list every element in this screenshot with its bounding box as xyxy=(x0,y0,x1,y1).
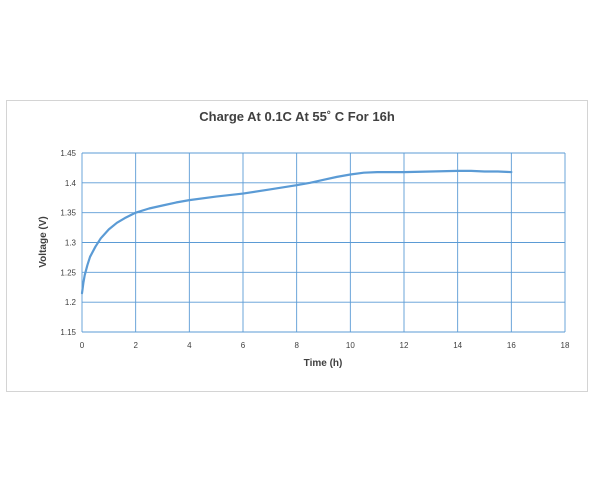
x-tick-label: 12 xyxy=(400,341,409,350)
x-axis-title: Time (h) xyxy=(304,358,343,369)
y-tick-label: 1.35 xyxy=(60,209,76,218)
x-tick-label: 8 xyxy=(294,341,299,350)
series-line xyxy=(80,169,513,295)
x-tick-label: 2 xyxy=(133,341,138,350)
x-tick-label: 14 xyxy=(453,341,462,350)
chart-title: Charge At 0.1C At 55˚ C For 16h xyxy=(199,109,395,124)
series-layer xyxy=(80,169,513,295)
x-tick-label: 10 xyxy=(346,341,355,350)
x-tick-label: 6 xyxy=(241,341,246,350)
y-axis-title: Voltage (V) xyxy=(38,216,49,267)
x-tick-label: 0 xyxy=(80,341,85,350)
y-tick-label: 1.2 xyxy=(65,298,77,307)
y-axis-ticks: 1.15 1.2 1.25 1.3 1.35 1.4 1.45 xyxy=(60,149,76,337)
x-tick-label: 4 xyxy=(187,341,192,350)
grid xyxy=(81,152,566,333)
y-tick-label: 1.4 xyxy=(65,179,77,188)
x-tick-label: 18 xyxy=(561,341,570,350)
y-tick-label: 1.25 xyxy=(60,268,76,277)
y-tick-label: 1.45 xyxy=(60,149,76,158)
y-tick-label: 1.15 xyxy=(60,328,76,337)
y-tick-label: 1.3 xyxy=(65,239,77,248)
x-tick-label: 16 xyxy=(507,341,516,350)
x-axis-ticks: 0 2 4 6 8 10 12 14 16 18 xyxy=(80,341,570,350)
